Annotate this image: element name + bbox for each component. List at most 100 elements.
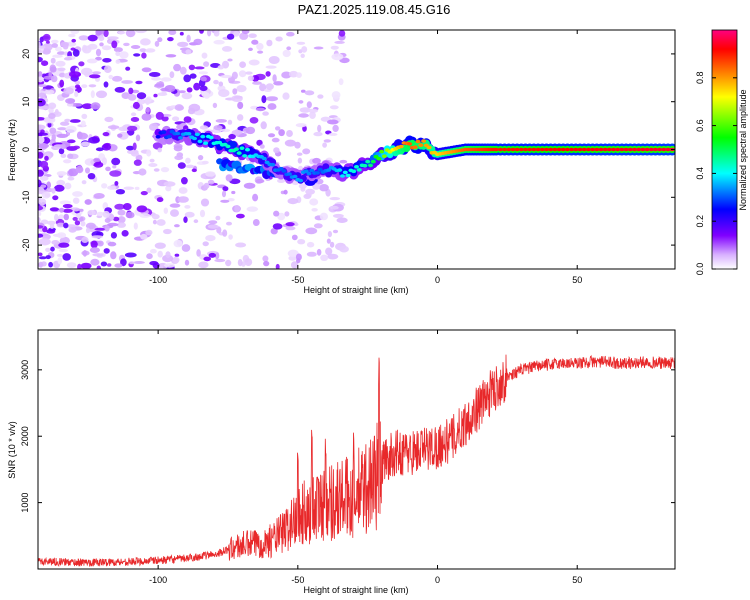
noise-speckle: [295, 123, 307, 128]
noise-speckle: [127, 94, 137, 101]
noise-speckle: [141, 113, 152, 121]
noise-speckle: [237, 101, 244, 110]
noise-speckle: [141, 52, 147, 59]
noise-speckle: [72, 197, 80, 204]
noise-speckle: [227, 119, 233, 125]
noise-speckle: [193, 82, 201, 91]
spectrogram-x-tick-label: 0: [435, 275, 440, 285]
noise-speckle: [63, 213, 69, 221]
noise-speckle: [87, 209, 96, 216]
noise-speckle: [111, 75, 123, 82]
noise-speckle: [328, 132, 338, 136]
spectrogram-x-tick-label: 50: [572, 275, 582, 285]
noise-speckle: [306, 101, 312, 109]
ridge-blob: [415, 139, 421, 144]
noise-speckle: [313, 131, 323, 137]
noise-speckle: [46, 181, 51, 189]
noise-speckle: [298, 183, 307, 189]
noise-speckle: [303, 193, 312, 199]
noise-speckle: [51, 240, 60, 245]
colorbar-tick-label: 0.4: [695, 167, 705, 180]
noise-speckle: [52, 54, 63, 58]
ridge-blob: [161, 130, 167, 134]
noise-speckle: [207, 179, 215, 185]
noise-speckle: [81, 180, 87, 185]
noise-speckle: [38, 76, 44, 83]
noise-speckle: [133, 159, 142, 166]
noise-speckle: [49, 223, 55, 229]
noise-speckle: [49, 207, 60, 212]
noise-speckle: [282, 92, 290, 100]
noise-speckle: [255, 179, 265, 184]
noise-speckle: [145, 107, 150, 113]
colorbar-gradient: [711, 29, 738, 270]
ridge-blob: [514, 147, 520, 152]
noise-speckle: [46, 220, 56, 225]
noise-speckle: [107, 185, 117, 190]
noise-speckle: [67, 176, 75, 181]
noise-speckle: [54, 184, 65, 192]
noise-speckle: [173, 145, 183, 152]
noise-speckle: [136, 205, 148, 213]
noise-speckle: [81, 120, 86, 127]
noise-speckle: [227, 198, 235, 202]
ridge-blob: [611, 147, 616, 152]
noise-speckle: [165, 251, 171, 258]
ridge-blob: [577, 147, 583, 152]
noise-speckle: [208, 252, 216, 258]
noise-speckle: [165, 54, 177, 58]
noise-speckle: [305, 188, 315, 195]
noise-speckle: [56, 253, 64, 257]
noise-speckle: [231, 71, 238, 80]
noise-speckle: [135, 134, 141, 142]
noise-speckle: [80, 220, 86, 227]
noise-speckle: [177, 162, 186, 169]
noise-speckle: [287, 249, 299, 258]
ridge-blob: [242, 154, 248, 158]
noise-speckle: [38, 233, 44, 238]
noise-speckle: [88, 84, 97, 88]
noise-speckle: [124, 252, 137, 258]
noise-speckle: [164, 85, 176, 93]
noise-speckle: [251, 39, 259, 45]
noise-speckle: [157, 250, 163, 258]
ridge-blob: [230, 141, 238, 149]
noise-speckle: [290, 261, 299, 269]
noise-speckle: [130, 112, 137, 117]
noise-speckle: [275, 126, 281, 131]
ridge-blob: [573, 147, 579, 152]
noise-speckle: [322, 142, 327, 148]
noise-speckle: [237, 114, 244, 121]
noise-speckle: [157, 92, 168, 96]
noise-speckle: [255, 107, 266, 112]
noise-speckle: [179, 31, 184, 36]
noise-speckle: [339, 159, 348, 164]
noise-speckle: [244, 258, 253, 266]
noise-speckle: [231, 95, 243, 102]
noise-speckle: [85, 167, 90, 174]
ridge-blob: [365, 159, 371, 164]
noise-speckle: [104, 116, 114, 123]
noise-speckle: [197, 155, 204, 161]
noise-speckle: [44, 155, 49, 161]
noise-speckle: [168, 30, 177, 35]
noise-speckle: [300, 53, 305, 58]
noise-speckle: [202, 241, 209, 247]
noise-speckle: [48, 71, 53, 78]
noise-speckle: [90, 90, 95, 99]
ridge-blob: [342, 170, 348, 175]
ridge-blob: [594, 147, 600, 152]
noise-speckle: [149, 123, 159, 131]
noise-speckle: [313, 46, 324, 50]
noise-speckle: [146, 253, 153, 260]
noise-speckle: [185, 157, 191, 164]
noise-speckle: [107, 263, 112, 267]
ridge-blob: [381, 154, 387, 158]
noise-speckle: [148, 163, 158, 167]
noise-speckle: [189, 73, 197, 79]
noise-speckle: [63, 57, 73, 61]
ridge-blob: [368, 163, 373, 168]
noise-speckle: [272, 74, 277, 83]
noise-speckle: [38, 92, 47, 98]
snr-x-tick-label: -50: [291, 575, 304, 585]
